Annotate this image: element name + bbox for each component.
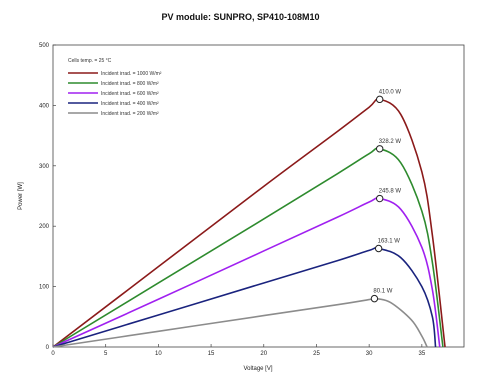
legend-entry: Incident irrad. = 1000 W/m² (101, 71, 162, 77)
x-tick-label: 0 (51, 351, 55, 357)
mpp-label: 328.2 W (379, 139, 402, 145)
series-line (52, 297, 428, 348)
y-tick-label: 400 (39, 103, 50, 109)
y-tick-label: 500 (39, 43, 50, 49)
mpp-label: 245.8 W (379, 189, 402, 195)
x-axis-label: Voltage [V] (243, 366, 272, 372)
mpp-label: 410.0 W (379, 89, 402, 95)
chart-title: PV module: SUNPRO, SP410-108M10 (161, 12, 320, 22)
x-tick-label: 25 (313, 351, 320, 357)
mpp-marker (370, 294, 379, 303)
x-tick-label: 20 (260, 351, 267, 357)
x-tick-label: 15 (208, 351, 215, 357)
x-tick-label: 10 (155, 351, 162, 357)
legend-entry: Incident irrad. = 400 W/m² (101, 101, 159, 107)
mpp-marker (375, 95, 384, 104)
legend-entry: Incident irrad. = 600 W/m² (101, 91, 159, 97)
legend-header: Cells temp. = 25 °C (68, 58, 112, 64)
plot-frame (52, 44, 465, 348)
series-line (52, 147, 444, 348)
series-line (52, 197, 441, 348)
x-tick-label: 35 (419, 351, 426, 357)
mpp-marker (374, 244, 383, 253)
legend-entry: Incident irrad. = 800 W/m² (101, 81, 159, 87)
series-line (52, 247, 437, 348)
legend-entry: Incident irrad. = 200 W/m² (101, 111, 159, 117)
x-tick-label: 5 (104, 351, 108, 357)
y-tick-label: 200 (39, 224, 50, 230)
y-axis-label: Power [W] (18, 182, 24, 210)
y-tick-label: 0 (46, 345, 50, 351)
y-tick-label: 300 (39, 164, 50, 170)
series-line (52, 98, 446, 348)
mpp-label: 163.1 W (378, 238, 401, 244)
mpp-label: 80.1 W (373, 289, 392, 295)
mpp-marker (375, 194, 384, 203)
x-tick-label: 30 (366, 351, 373, 357)
y-tick-label: 100 (39, 285, 50, 291)
mpp-marker (375, 145, 384, 153)
